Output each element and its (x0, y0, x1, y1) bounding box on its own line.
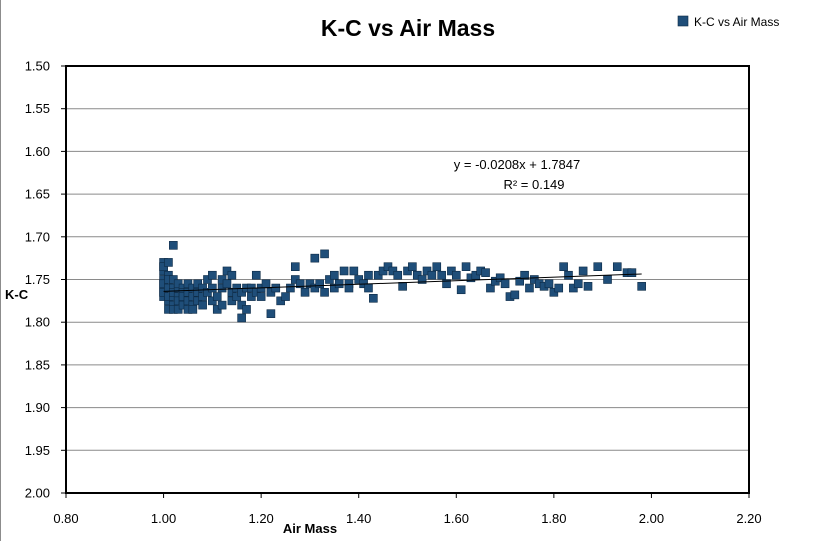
data-point (451, 270, 461, 280)
data-point (593, 262, 603, 271)
y-tick-label: 1.55 (25, 101, 50, 116)
data-point (281, 292, 290, 301)
x-tick-label: 1.00 (151, 511, 176, 526)
data-point (334, 279, 344, 289)
data-point (261, 279, 271, 289)
data-point (227, 270, 237, 280)
y-tick-label: 1.50 (25, 59, 50, 74)
data-point (481, 268, 490, 277)
data-point (256, 292, 266, 301)
x-tick-label: 2.20 (736, 511, 761, 526)
y-axis-label: K-C (5, 287, 29, 302)
data-point (315, 279, 324, 289)
x-tick-label: 0.80 (53, 511, 78, 526)
data-point (637, 282, 646, 291)
legend-marker-icon (677, 15, 689, 27)
data-point (286, 283, 295, 293)
data-point (364, 270, 373, 280)
data-point (290, 262, 300, 271)
data-point (164, 258, 173, 267)
data-point (222, 279, 232, 289)
data-point (208, 270, 217, 280)
data-point (393, 270, 403, 280)
data-point (461, 262, 471, 271)
x-tick-label: 1.60 (444, 511, 469, 526)
data-point (427, 270, 437, 280)
data-point (398, 282, 407, 291)
legend-label: K-C vs Air Mass (694, 15, 779, 29)
data-point (349, 266, 359, 276)
x-tick-label: 1.80 (541, 511, 566, 526)
data-point (456, 285, 466, 295)
data-point (417, 275, 427, 284)
x-tick-label: 1.20 (248, 511, 273, 526)
legend: K-C vs Air Mass (677, 15, 779, 29)
data-point (515, 276, 525, 286)
data-point (627, 268, 637, 277)
x-tick-label: 1.40 (346, 511, 371, 526)
y-tick-label: 1.80 (25, 315, 50, 330)
data-point (169, 241, 178, 250)
y-tick-label: 1.85 (25, 357, 50, 372)
data-point (237, 313, 246, 323)
data-point (432, 262, 442, 271)
y-tick-label: 1.60 (25, 144, 50, 159)
trendline-equation: y = -0.0208x + 1.7847 (454, 157, 580, 172)
data-point (442, 279, 451, 289)
data-point (525, 283, 534, 293)
data-point (583, 282, 593, 291)
data-point (198, 300, 207, 310)
trendline (163, 273, 642, 292)
data-point (486, 283, 495, 293)
data-point (295, 279, 305, 289)
trendline-r-squared: R² = 0.149 (503, 177, 564, 192)
data-point (564, 270, 573, 280)
data-point (344, 283, 354, 293)
data-point (554, 283, 564, 293)
data-point (208, 283, 217, 293)
y-tick-label: 1.70 (25, 229, 50, 244)
data-point (408, 262, 417, 271)
data-point (603, 275, 612, 284)
data-point (217, 300, 227, 310)
data-point (520, 270, 529, 280)
data-point (495, 273, 505, 283)
data-point (320, 249, 329, 259)
data-point (364, 283, 373, 293)
y-tick-label: 2.00 (25, 486, 50, 501)
data-point (300, 288, 310, 297)
y-tick-label: 1.75 (25, 272, 50, 287)
data-point (330, 270, 339, 280)
y-tick-label: 1.65 (25, 187, 50, 202)
data-point (500, 279, 510, 289)
data-point (266, 309, 276, 318)
data-point (320, 288, 329, 297)
x-tick-label: 2.00 (639, 511, 664, 526)
data-point (242, 305, 251, 314)
data-point (251, 270, 261, 280)
data-point (271, 283, 281, 293)
data-point (437, 270, 446, 280)
data-point (510, 290, 520, 300)
data-point (339, 266, 349, 276)
data-point (578, 266, 588, 276)
data-point (310, 253, 320, 263)
data-point (369, 293, 378, 303)
y-axis-tick-labels: 1.50 1.55 1.60 1.65 1.70 1.75 1.80 1.85 1.90 1.95… (25, 59, 66, 501)
data-point (188, 305, 198, 314)
y-tick-label: 1.95 (25, 443, 50, 458)
y-tick-label: 1.90 (25, 400, 50, 415)
data-point (573, 279, 583, 289)
data-point (212, 292, 222, 301)
data-point (559, 262, 568, 271)
x-axis-tick-labels: 0.80 1.00 1.20 1.40 1.60 1.80 2.00 2.20 (53, 493, 762, 526)
chart-title: K-C vs Air Mass (321, 15, 495, 41)
data-point (612, 262, 622, 271)
data-point (544, 279, 554, 289)
x-axis-label: Air Mass (283, 521, 337, 536)
